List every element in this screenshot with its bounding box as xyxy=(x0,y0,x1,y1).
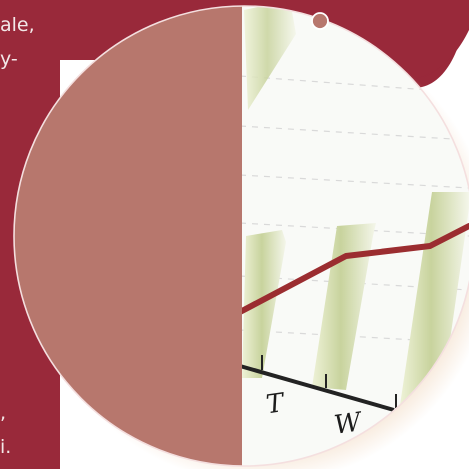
chart-bar-top-left xyxy=(244,6,296,110)
cropped-text-line-1: ale, xyxy=(0,14,35,36)
chart-day-label: T xyxy=(264,388,287,420)
chart-trend-line xyxy=(237,223,469,315)
circle-left-overlay xyxy=(14,6,242,466)
cropped-text-line-2: y- xyxy=(0,48,18,70)
circle-outline xyxy=(13,5,469,467)
chart-bar-1 xyxy=(242,230,286,378)
chart-bar-2 xyxy=(312,223,376,390)
circle-marker-dot xyxy=(311,12,329,30)
cropped-text-line-4: i. xyxy=(0,436,12,458)
chart-bar-3 xyxy=(400,192,469,410)
cropped-text-line-3: , xyxy=(0,402,7,424)
chart-baseline xyxy=(239,364,395,412)
